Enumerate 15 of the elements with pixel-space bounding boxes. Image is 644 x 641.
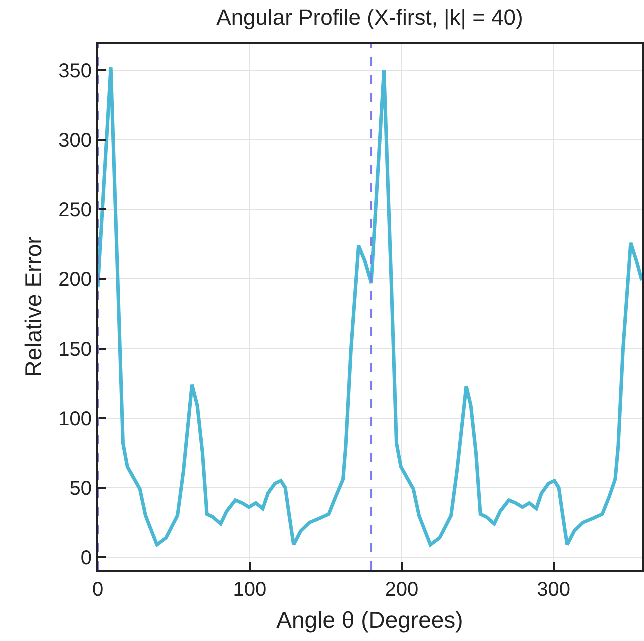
y-tick-label: 0 (80, 547, 92, 570)
x-tick-label: 200 (385, 579, 419, 601)
y-tick-label: 150 (58, 338, 92, 361)
x-axis-title: Angle θ (Degrees) (276, 607, 464, 634)
chart-title: Angular Profile (X-first, |k| = 40) (216, 5, 524, 30)
y-axis-title: Relative Error (20, 236, 47, 378)
y-tick-label: 50 (70, 478, 92, 500)
y-tick-label: 250 (58, 200, 92, 222)
y-tick-label: 300 (58, 130, 92, 152)
y-tick-label: 350 (58, 60, 92, 82)
y-tick-label: 100 (58, 408, 92, 430)
y-tick-label: 200 (58, 269, 92, 292)
x-tick-label: 100 (233, 579, 267, 601)
line-series (98, 66, 642, 547)
x-tick-label: 300 (537, 579, 571, 601)
